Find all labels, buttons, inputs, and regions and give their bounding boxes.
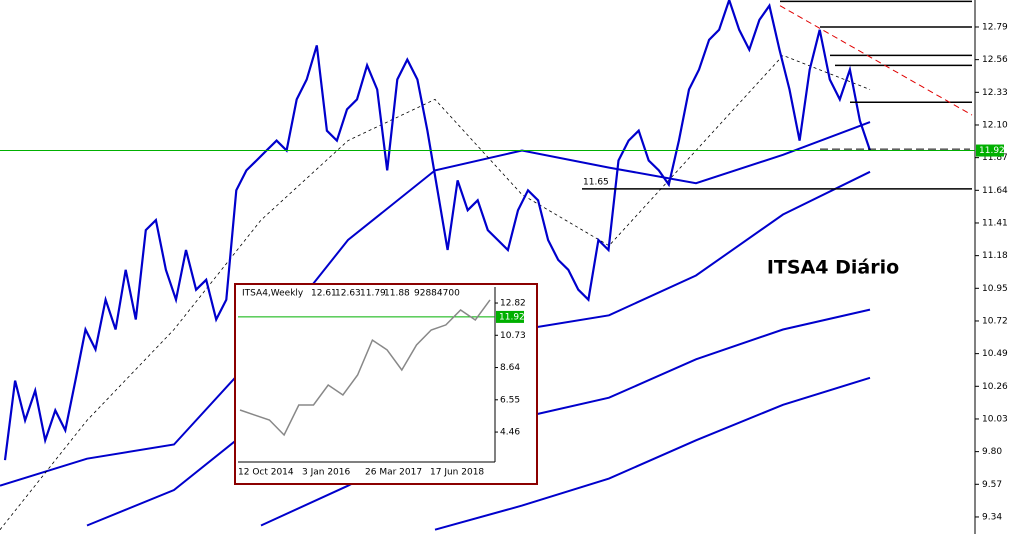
y-tick-label: 12.33 <box>982 88 1008 98</box>
inset-y-tick-label: 4.46 <box>500 428 520 438</box>
price-label-bg <box>976 144 1004 157</box>
inset-y-tick-label: 12.82 <box>500 299 526 309</box>
inset-ohlc: 11.79 <box>360 289 386 299</box>
inset-price-label: 11.92 <box>499 312 525 322</box>
y-tick-label: 12.10 <box>982 120 1008 130</box>
level-label: 11.65 <box>583 177 609 187</box>
moving-average <box>0 54 871 530</box>
y-tick-label: 9.80 <box>982 447 1002 457</box>
y-tick-label: 11.41 <box>982 218 1008 228</box>
y-tick-label: 10.49 <box>982 349 1008 359</box>
inset-y-tick-label: 8.64 <box>500 363 520 373</box>
y-tick-label: 10.95 <box>982 284 1008 294</box>
chart-title: ITSA4 Diário <box>767 257 899 279</box>
trendline <box>779 5 973 116</box>
y-tick-label: 11.87 <box>982 153 1008 163</box>
inset-price-bg <box>496 310 524 323</box>
inset-frame <box>234 283 538 485</box>
y-tick-label: 10.03 <box>982 414 1008 424</box>
price-line <box>3 0 872 461</box>
price-label: 11.92 <box>979 146 1005 156</box>
y-tick-label: 12.79 <box>982 22 1008 32</box>
inset-title: ITSA4,Weekly <box>242 289 304 299</box>
inset-x-label: 12 Oct 2014 <box>238 468 294 478</box>
inset-price-line <box>239 299 491 437</box>
inset-volume: 92884700 <box>414 289 460 299</box>
inset-ohlc: 11.88 <box>384 289 410 299</box>
inset-x-label: 26 Mar 2017 <box>365 468 422 478</box>
inset-ohlc: 12.63 <box>335 289 361 299</box>
y-tick-label: 9.34 <box>982 512 1002 522</box>
inset-x-label: 3 Jan 2016 <box>302 468 350 478</box>
y-tick-label: 10.26 <box>982 382 1008 392</box>
inset-ohlc: 12.61 <box>311 289 337 299</box>
inset-x-label: 17 Jun 2018 <box>430 468 484 478</box>
y-tick-label: 11.18 <box>982 251 1008 261</box>
inset-y-tick-label: 6.55 <box>500 395 520 405</box>
moving-average <box>434 376 871 531</box>
y-tick-label: 12.56 <box>982 55 1008 65</box>
inset-y-tick-label: 10.73 <box>500 331 526 341</box>
y-tick-label: 10.72 <box>982 316 1008 326</box>
y-tick-label: 9.57 <box>982 480 1002 490</box>
y-tick-label: 11.64 <box>982 186 1008 196</box>
